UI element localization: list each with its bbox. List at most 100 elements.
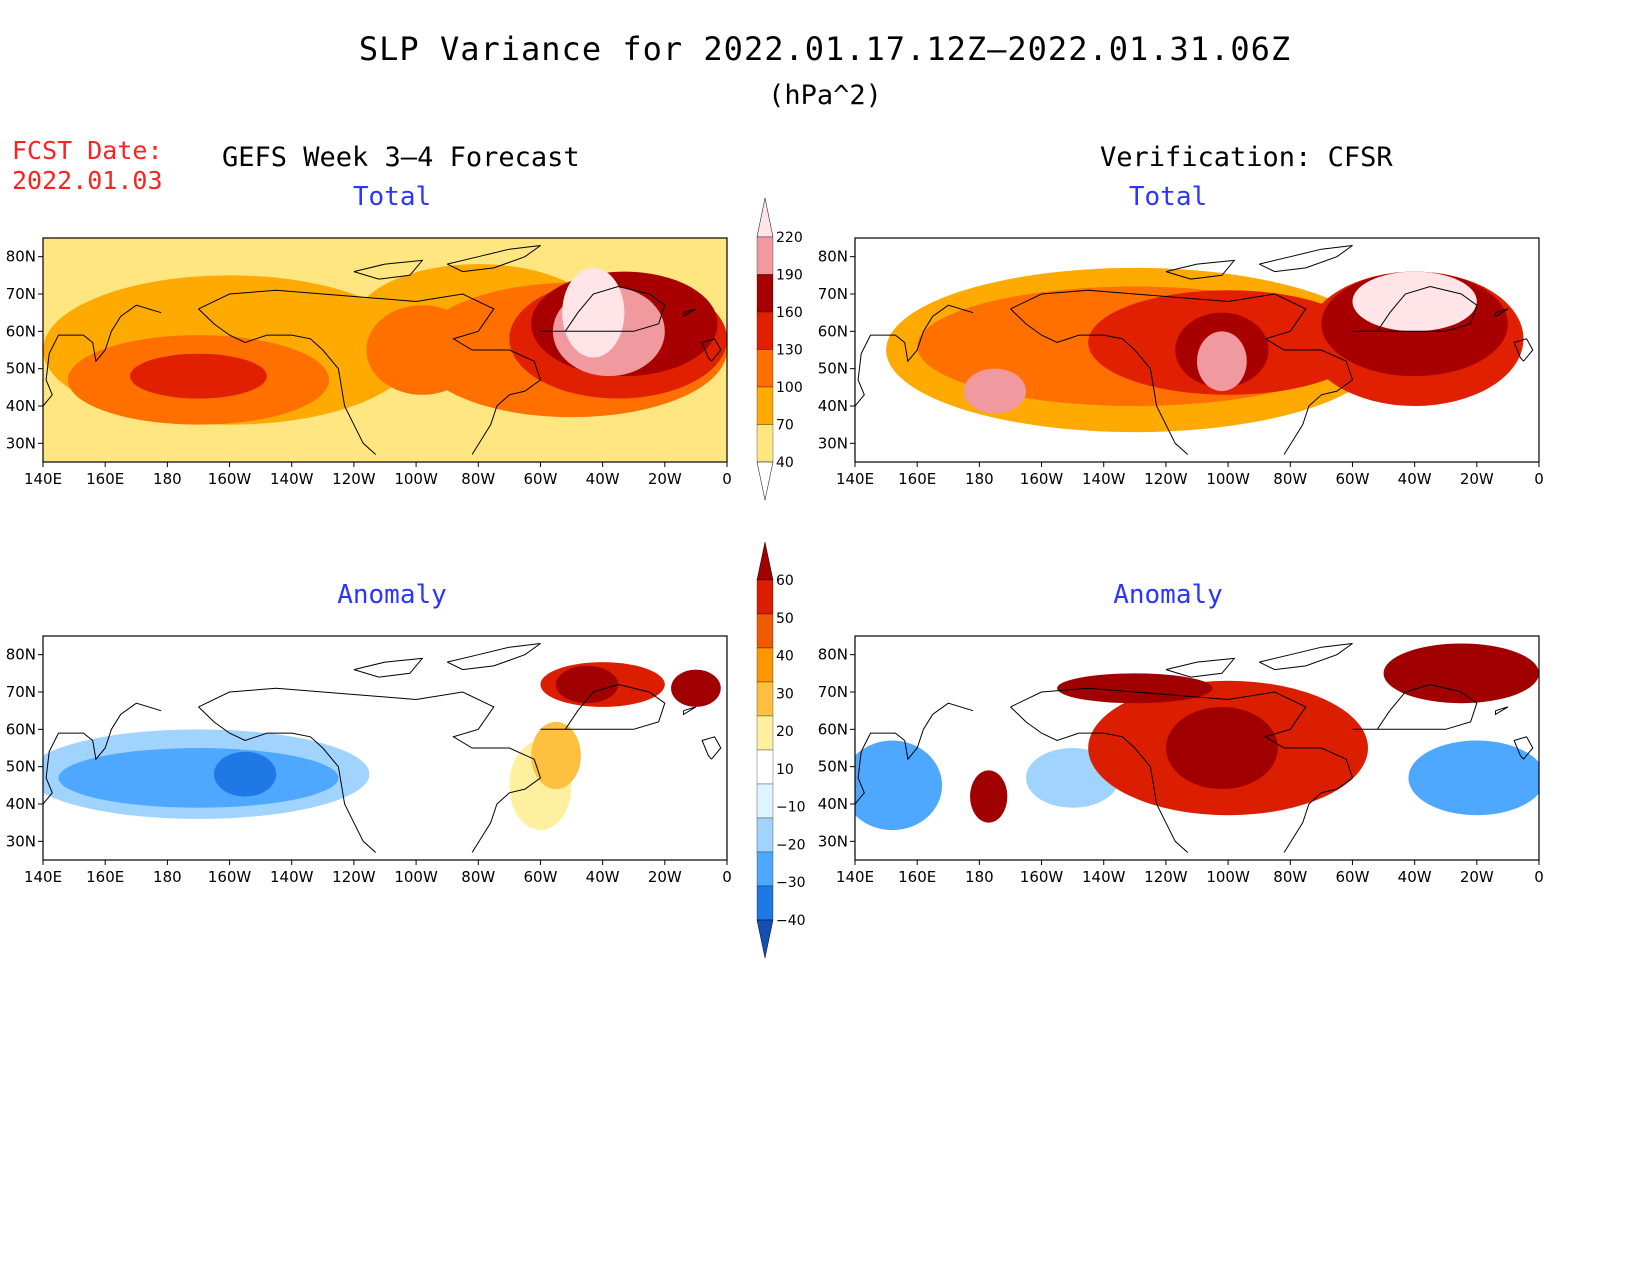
colorbar-total-top-cap bbox=[756, 197, 774, 238]
lon-tick-label: 120W bbox=[332, 868, 376, 886]
field-tr bbox=[855, 238, 1539, 462]
lat-tick-label: 80N bbox=[6, 248, 36, 266]
lon-tick-label: 120W bbox=[1144, 470, 1188, 488]
lon-tick-label: 60W bbox=[523, 868, 557, 886]
lon-tick-label: 160E bbox=[86, 868, 124, 886]
panel-title-verification-anomaly: Anomaly bbox=[1113, 580, 1223, 610]
colorbar-anomaly-label: 10 bbox=[776, 762, 794, 778]
lon-tick-label: 140E bbox=[24, 470, 62, 488]
coastline bbox=[353, 657, 424, 678]
map-frame bbox=[854, 237, 1540, 463]
coastline bbox=[198, 687, 542, 853]
coastline bbox=[1352, 285, 1478, 332]
lat-tick-label: 80N bbox=[818, 248, 848, 266]
lon-tick-label: 20W bbox=[1460, 470, 1494, 488]
lon-tick-label: 160W bbox=[1020, 470, 1064, 488]
lon-tick-label: 20W bbox=[1460, 868, 1494, 886]
lon-tick-label: 60W bbox=[1335, 868, 1369, 886]
coastline bbox=[1495, 706, 1509, 716]
lon-tick-label: 0 bbox=[1534, 868, 1544, 886]
lon-tick-label: 140W bbox=[1082, 470, 1126, 488]
lon-tick-label: 40W bbox=[586, 470, 620, 488]
colorbar-anomaly-segment bbox=[756, 885, 774, 921]
coastline bbox=[540, 285, 666, 332]
lat-tick-label: 30N bbox=[6, 434, 36, 452]
lat-tick-label: 60N bbox=[6, 322, 36, 340]
map-frame bbox=[42, 237, 728, 463]
colorbar-total-bottom-cap bbox=[756, 461, 774, 501]
coastline bbox=[855, 304, 974, 407]
colorbar-total-segment bbox=[756, 386, 774, 425]
colorbar-anomaly: 60 50 40 30 20 10 −10 −20 −30 −40 bbox=[756, 541, 806, 959]
colorbar-total-label: 220 bbox=[776, 230, 803, 246]
lon-tick-label: 140E bbox=[24, 868, 62, 886]
lon-tick-label: 140E bbox=[836, 470, 874, 488]
lat-tick-label: 70N bbox=[6, 285, 36, 303]
coastline bbox=[198, 706, 377, 853]
left-column-heading: GEFS Week 3–4 Forecast bbox=[222, 142, 580, 173]
lon-tick-label: 160E bbox=[898, 868, 936, 886]
colorbar-anomaly-segment bbox=[756, 783, 774, 819]
colorbar-anomaly-label: 60 bbox=[776, 573, 794, 589]
colorbar-anomaly-label: 50 bbox=[776, 611, 794, 627]
coastline bbox=[43, 304, 162, 407]
lat-tick-label: 50N bbox=[818, 360, 848, 378]
field-contour-blob bbox=[214, 751, 277, 797]
coastline bbox=[701, 736, 722, 760]
coastline bbox=[1010, 687, 1354, 853]
colorbar-anomaly-label: −40 bbox=[776, 913, 806, 929]
lon-tick-label: 120W bbox=[332, 470, 376, 488]
coastline bbox=[1258, 245, 1353, 273]
lat-tick-label: 70N bbox=[6, 683, 36, 701]
lon-tick-label: 160W bbox=[208, 470, 252, 488]
lon-tick-label: 120W bbox=[1144, 868, 1188, 886]
colorbar-total-segment bbox=[756, 424, 774, 463]
lat-tick-label: 40N bbox=[818, 397, 848, 415]
colorbar-anomaly-segment bbox=[756, 749, 774, 785]
lat-tick-label: 60N bbox=[818, 322, 848, 340]
colorbar-anomaly-label: −10 bbox=[776, 800, 806, 816]
colorbar-total-segment bbox=[756, 349, 774, 388]
lat-tick-label: 70N bbox=[818, 285, 848, 303]
coastline bbox=[1010, 308, 1189, 455]
field-contour-blob bbox=[1352, 271, 1477, 332]
coastline bbox=[683, 308, 697, 318]
lat-tick-label: 60N bbox=[818, 720, 848, 738]
colorbar-total-label: 190 bbox=[776, 268, 803, 284]
colorbar-anomaly-segment bbox=[756, 715, 774, 751]
field-contour-blob bbox=[1197, 331, 1247, 392]
colorbar-total-label: 130 bbox=[776, 343, 803, 359]
lon-tick-label: 20W bbox=[648, 868, 682, 886]
lon-tick-label: 100W bbox=[1206, 868, 1250, 886]
lon-tick-label: 180 bbox=[965, 868, 994, 886]
lat-tick-label: 50N bbox=[6, 758, 36, 776]
field-contour-blob bbox=[1057, 673, 1213, 704]
coastline bbox=[446, 643, 541, 671]
forecast-date-label: FCST Date: bbox=[12, 136, 163, 165]
lat-tick-label: 80N bbox=[6, 646, 36, 664]
colorbar-anomaly-segment bbox=[756, 579, 774, 615]
field-br bbox=[855, 636, 1539, 860]
colorbar-anomaly-segment bbox=[756, 613, 774, 649]
map-panel-tl: 140E 160E 180 160W 140W 120W 100W 80W 60W 40W 20W 0… bbox=[6, 237, 732, 488]
lat-tick-label: 30N bbox=[818, 434, 848, 452]
main-title: SLP Variance for 2022.01.17.12Z–2022.01.… bbox=[358, 30, 1292, 68]
coastline bbox=[1352, 683, 1478, 730]
colorbar-anomaly-segment bbox=[756, 681, 774, 717]
coastline bbox=[1010, 706, 1189, 853]
lat-tick-label: 30N bbox=[6, 832, 36, 850]
coastline bbox=[540, 683, 666, 730]
lon-tick-label: 160W bbox=[208, 868, 252, 886]
coastline bbox=[1513, 736, 1534, 760]
lon-tick-label: 140W bbox=[270, 470, 314, 488]
lat-tick-label: 40N bbox=[818, 795, 848, 813]
coastline bbox=[1513, 338, 1534, 362]
field-bl bbox=[43, 636, 727, 860]
map-panel-tr: 140E 160E 180 160W 140W 120W 100W 80W 60W 40W 20W 0… bbox=[818, 237, 1544, 488]
coastline bbox=[198, 308, 377, 455]
lon-tick-label: 0 bbox=[722, 868, 732, 886]
lon-tick-label: 80W bbox=[461, 470, 495, 488]
map-panel-br: 140E 160E 180 160W 140W 120W 100W 80W 60W 40W 20W 0… bbox=[818, 635, 1544, 886]
lon-tick-label: 60W bbox=[523, 470, 557, 488]
